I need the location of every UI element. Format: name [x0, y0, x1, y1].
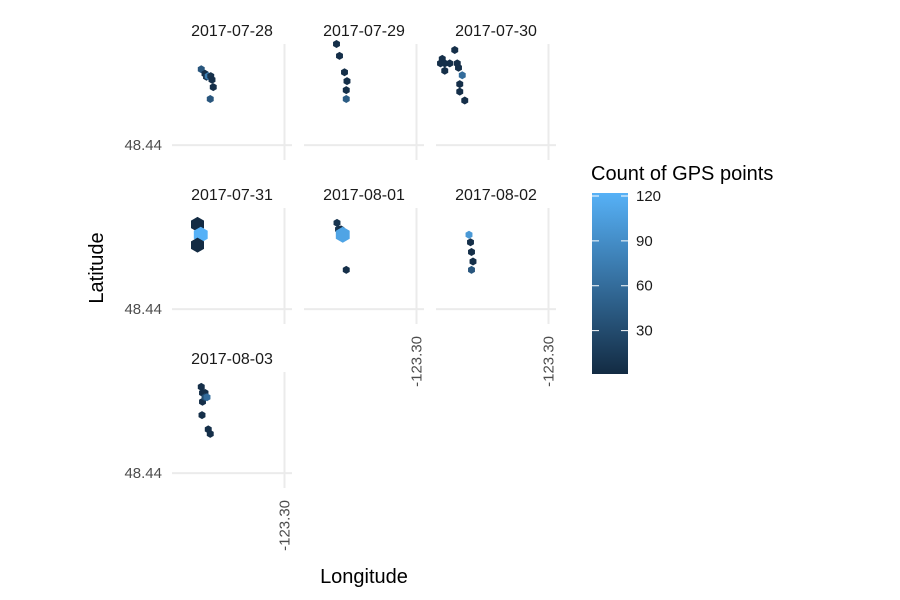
hexbin	[468, 265, 475, 274]
hexbin	[191, 237, 204, 253]
hexbin	[458, 71, 466, 80]
hexbin	[333, 40, 340, 48]
facet-strip-label: 2017-07-31	[191, 187, 273, 204]
hexbin	[342, 86, 350, 95]
hexbin	[198, 411, 206, 420]
hexbin	[441, 66, 449, 75]
hexbin	[461, 96, 469, 105]
facet-panel: 2017-08-01 -123.30	[304, 187, 426, 387]
facet-strip-label: 2017-07-29	[323, 23, 405, 40]
y-axis-title: Latitude	[86, 232, 108, 303]
hexbin	[341, 68, 348, 77]
facet-panel: 2017-07-29	[304, 23, 424, 160]
x-axis-title: Longitude	[320, 566, 408, 588]
hexbin	[203, 393, 211, 402]
legend-tick-label: 30	[636, 323, 653, 340]
hexbin	[455, 63, 462, 72]
hexbin	[206, 429, 214, 438]
hexbin	[206, 95, 214, 104]
facet-strip-label: 2017-08-01	[323, 187, 405, 204]
legend: Count of GPS points 30 60 90 120	[591, 163, 773, 374]
facet-panel: 2017-07-30	[436, 23, 556, 160]
hexbin	[456, 80, 464, 89]
x-tick-label: -123.30	[277, 500, 294, 551]
hexbin	[342, 265, 350, 274]
hexbin	[208, 75, 216, 84]
facet-strip-label: 2017-08-02	[455, 187, 537, 204]
facet-panels: 2017-07-28 48.44 2017-07-29 2017-07-30 2017-…	[124, 23, 557, 551]
legend-tick-label: 90	[636, 233, 653, 250]
hexbin	[465, 230, 473, 239]
y-tick-label: 48.44	[124, 301, 162, 318]
x-tick-label: -123.30	[409, 336, 426, 387]
facet-panel: 2017-07-31 48.44	[124, 187, 292, 324]
hexbin	[467, 238, 474, 247]
legend-title: Count of GPS points	[591, 163, 773, 185]
hexbin	[209, 83, 217, 92]
hexbin	[468, 248, 475, 257]
facet-strip-label: 2017-07-30	[455, 23, 537, 40]
legend-colorbar	[592, 193, 628, 374]
hexbin	[342, 95, 350, 104]
hexbin	[197, 382, 205, 391]
hexbin	[336, 51, 343, 60]
facet-panel: 2017-08-02 -123.30	[436, 187, 558, 387]
hexbin	[333, 218, 341, 227]
facet-panel: 2017-08-03 48.44 -123.30	[124, 351, 293, 551]
hexbin	[446, 59, 454, 68]
y-tick-label: 48.44	[124, 137, 162, 154]
hexbin	[456, 87, 464, 96]
facet-panel: 2017-07-28 48.44	[124, 23, 292, 160]
x-tick-label: -123.30	[541, 336, 558, 387]
facet-strip-label: 2017-08-03	[191, 351, 273, 368]
legend-tick-label: 120	[636, 188, 661, 205]
legend-ticks: 30 60 90 120	[592, 188, 661, 340]
hexbin	[343, 77, 351, 86]
hexbin	[469, 257, 477, 266]
hexbin	[335, 226, 350, 243]
facet-strip-label: 2017-07-28	[191, 23, 273, 40]
legend-tick-label: 60	[636, 278, 653, 295]
y-tick-label: 48.44	[124, 465, 162, 482]
hexbin	[451, 45, 459, 54]
